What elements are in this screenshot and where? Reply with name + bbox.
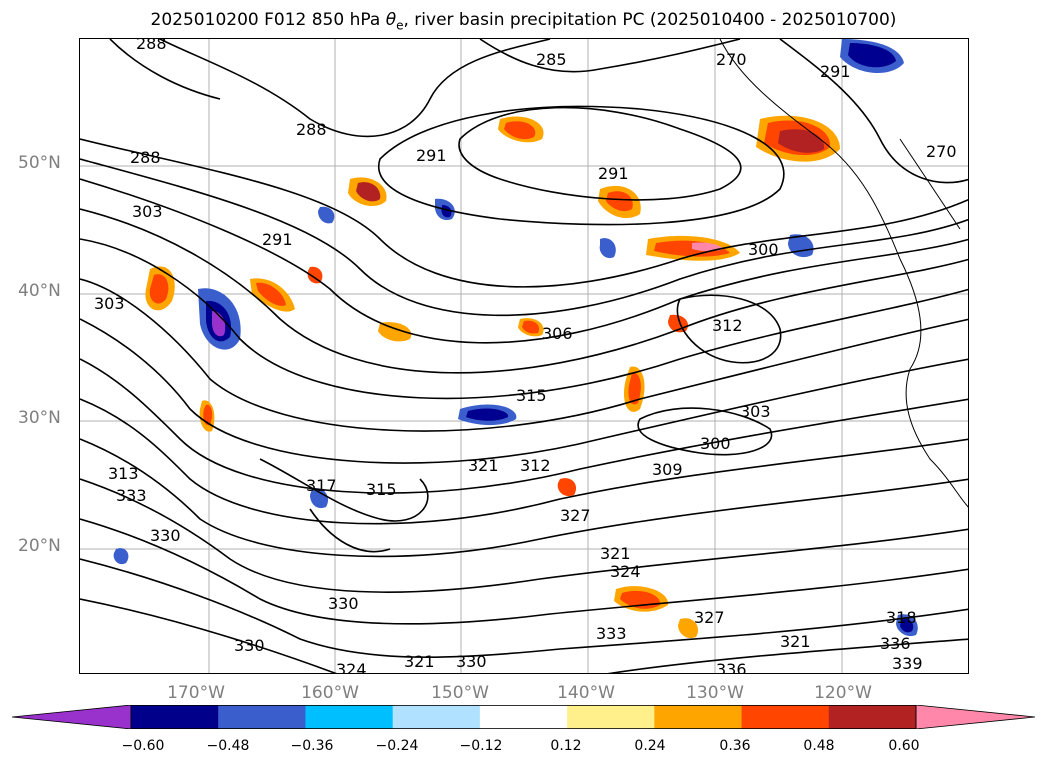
colorbar-segment [828, 705, 917, 729]
contour-label: 315 [366, 480, 397, 499]
contour-label: 321 [780, 632, 811, 651]
colorbar-tick-label: −0.48 [206, 738, 250, 754]
colorbar-tick-label: 0.60 [888, 738, 920, 754]
contour-label: 288 [296, 120, 327, 139]
colorbar-frame [130, 705, 917, 729]
colorbar-segment [218, 705, 306, 729]
map-title: 2025010200 F012 850 hPa θe, river basin … [150, 10, 897, 33]
lat-label-40n: 40°N [18, 281, 61, 301]
colorbar-tick-label: 0.24 [634, 738, 666, 754]
contour-label: 330 [150, 526, 181, 545]
colorbar-tick-label: 0.36 [719, 738, 751, 754]
contour-label: 313 [108, 464, 139, 483]
contour-label: 321 [468, 456, 499, 475]
colorbar-extend-low [12, 705, 132, 729]
contour-label: 303 [132, 202, 163, 221]
contour-label: 300 [700, 434, 731, 453]
colorbar-tick-label: 0.12 [550, 738, 582, 754]
contour-label: 300 [748, 240, 779, 259]
contour-label: 321 [600, 544, 631, 563]
lat-label-30n: 30°N [18, 408, 61, 428]
colorbar [12, 705, 1035, 729]
colorbar-segment [305, 705, 394, 729]
contour-label: 303 [740, 402, 771, 421]
contour-label: 333 [596, 624, 627, 643]
contour-label: 270 [716, 50, 747, 69]
colorbar-tick-label: −0.12 [459, 738, 503, 754]
contour-label: 291 [262, 230, 293, 249]
lon-label-140w: 140°W [557, 683, 615, 703]
contour-label: 318 [886, 608, 917, 627]
contour-label: 327 [694, 608, 725, 627]
coastline [719, 39, 968, 508]
colorbar-tick-label: 0.48 [803, 738, 835, 754]
colorbar-segment [131, 705, 219, 729]
lon-label-160w: 160°W [301, 683, 359, 703]
contour-label: 336 [880, 634, 911, 653]
contour-label: 327 [560, 506, 591, 525]
contour-label: 330 [328, 594, 359, 613]
theta-e-contours [80, 39, 968, 673]
lon-label-150w: 150°W [431, 683, 489, 703]
contour-label: 291 [598, 164, 629, 183]
colorbar-segment [741, 705, 830, 729]
contour-label: 270 [926, 142, 957, 161]
lon-label-130w: 130°W [686, 683, 744, 703]
colorbar-segment [654, 705, 743, 729]
contour-label: 288 [136, 39, 167, 53]
precip-shading [113, 39, 918, 639]
contour-label: 330 [234, 636, 265, 655]
colorbar-tick-label: −0.24 [375, 738, 419, 754]
contour-label: 339 [892, 654, 923, 673]
colorbar-tick-label: −0.60 [121, 738, 165, 754]
colorbar-tick-label: −0.36 [290, 738, 334, 754]
colorbar-segment [479, 705, 568, 729]
contour-label: 309 [652, 460, 683, 479]
contour-label: 324 [610, 562, 641, 581]
contour-label: 291 [820, 62, 851, 81]
colorbar-segment [392, 705, 481, 729]
lon-label-170w: 170°W [167, 683, 225, 703]
contour-label: 336 [716, 660, 747, 674]
contour-label: 321 [404, 652, 435, 671]
contour-label: 324 [336, 660, 367, 674]
contour-label: 288 [130, 148, 161, 167]
lat-label-20n: 20°N [18, 536, 61, 556]
contour-labels: 288 285 270 288 291 291 270 288 291 300 … [94, 39, 957, 674]
lat-label-50n: 50°N [18, 153, 61, 173]
colorbar-extend-high [915, 705, 1035, 729]
contour-label: 291 [416, 146, 447, 165]
colorbar-segment [567, 705, 655, 729]
contour-label: 330 [456, 652, 487, 671]
map-canvas: 288 285 270 288 291 291 270 288 291 300 … [80, 39, 968, 674]
contour-label: 333 [116, 486, 147, 505]
lon-label-120w: 120°W [814, 683, 872, 703]
contour-label: 312 [712, 316, 743, 335]
contour-label: 315 [516, 386, 547, 405]
map-panel: 288 285 270 288 291 291 270 288 291 300 … [79, 38, 969, 674]
contour-label: 312 [520, 456, 551, 475]
contour-label: 285 [536, 50, 567, 69]
contour-label: 317 [306, 476, 337, 495]
contour-label: 303 [94, 294, 125, 313]
contour-label: 306 [542, 324, 573, 343]
